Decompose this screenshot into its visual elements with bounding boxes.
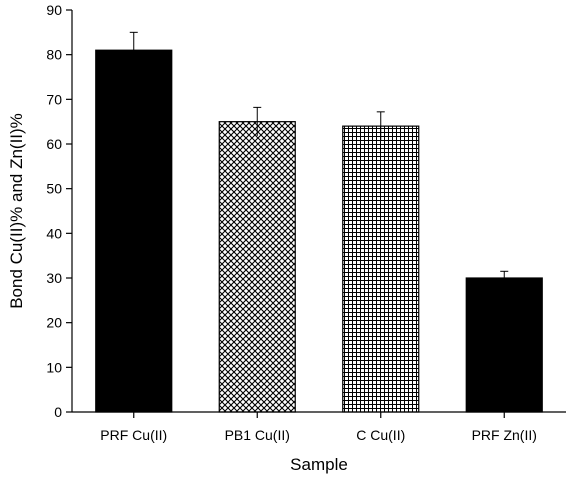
y-axis-title: Bond Cu(II)% and Zn(II)% — [7, 113, 26, 309]
x-tick-label: PB1 Cu(II) — [225, 427, 290, 443]
y-tick-label: 90 — [46, 2, 62, 18]
bar — [465, 277, 543, 413]
y-tick-label: 80 — [46, 47, 62, 63]
y-tick-label: 70 — [46, 91, 62, 107]
axes — [71, 10, 566, 413]
x-tick-label: PRF Zn(II) — [472, 427, 537, 443]
y-tick-label: 50 — [46, 181, 62, 197]
x-axis-title: Sample — [290, 455, 348, 474]
x-tick-label: C Cu(II) — [356, 427, 405, 443]
y-tick-label: 10 — [46, 359, 62, 375]
y-tick-label: 60 — [46, 136, 62, 152]
bars — [95, 49, 543, 413]
y-ticks: 0 10 20 30 40 50 60 70 80 90 — [46, 2, 72, 420]
y-tick-label: 40 — [46, 225, 62, 241]
x-tick-label: PRF Cu(II) — [100, 427, 167, 443]
bar — [95, 49, 173, 413]
bar — [218, 121, 296, 413]
y-tick-label: 0 — [54, 404, 62, 420]
x-ticks: PRF Cu(II) PB1 Cu(II) C Cu(II) PRF Zn(II) — [100, 412, 537, 443]
bar — [342, 125, 420, 413]
error-bars — [129, 31, 509, 285]
y-tick-label: 20 — [46, 315, 62, 331]
y-tick-label: 30 — [46, 270, 62, 286]
